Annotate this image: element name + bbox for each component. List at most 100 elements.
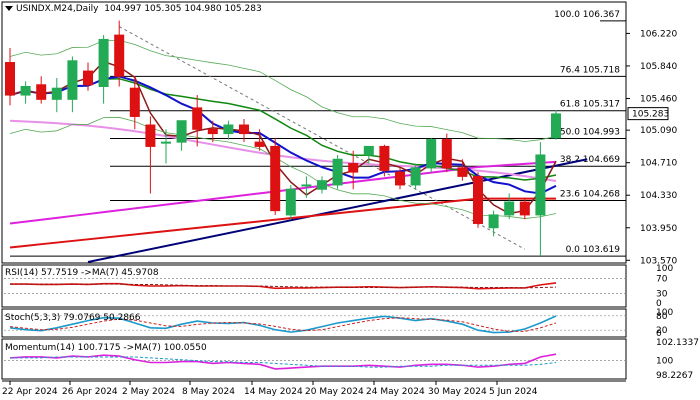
x-tick-label: 22 Apr 2024: [2, 387, 58, 397]
price-tick-label: 105.840: [640, 62, 677, 72]
indicator-tick-label: 70: [656, 274, 668, 284]
fib-level-label: 61.8 105.317: [560, 100, 620, 110]
stoch-label: Stoch(5,3,3) 79.0769 50.2866: [5, 313, 141, 323]
panel-frame-2: [1, 308, 627, 338]
trend-line-dashed: [118, 26, 526, 250]
indicator-tick-label: 0: [656, 329, 662, 339]
momentum-header: Momentum(14) 100.7175 ->MA(7) 100.0550: [5, 343, 207, 353]
candle-body: [98, 38, 109, 87]
ohlc-readout: 104.997 105.305 104.980 105.283: [104, 4, 262, 14]
candle-body: [473, 175, 483, 224]
panel-frames: [1, 1, 627, 382]
x-tick-label: 14 May 2024: [244, 387, 303, 397]
candle-body: [410, 167, 421, 186]
panel-frame-3: [1, 338, 627, 380]
candle-body: [5, 62, 15, 96]
fib-level-label: 100.0 106.367: [554, 10, 620, 20]
x-tick-label: 5 Jun 2024: [489, 387, 538, 397]
axes-labels: 106.220 105.840 105.460 105.090 104.710 104.3…: [2, 29, 677, 397]
rsi-label: RSI(14) 57.7519 ->MA(7) 45.9708: [5, 268, 159, 278]
indicator-line-2-1: [10, 356, 557, 368]
candle-body: [129, 87, 140, 117]
price-tick-label: 104.330: [640, 191, 677, 201]
candle-body: [504, 201, 515, 216]
indicator-line-2-0: [9, 353, 557, 370]
x-tick-label: 20 May 2024: [305, 387, 364, 397]
ma-red-line: [9, 197, 556, 249]
dropdown-triangle-icon[interactable]: [5, 6, 13, 11]
candle-body: [426, 139, 437, 169]
x-tick-label: 26 Apr 2024: [62, 387, 118, 397]
fib-level-label: 23.6 104.268: [560, 190, 620, 200]
stoch-header: Stoch(5,3,3) 79.0769 50.2866: [5, 313, 140, 323]
candle-body: [535, 154, 546, 216]
candle-body: [551, 113, 561, 139]
x-tick-label: 8 May 2024: [182, 387, 235, 397]
ma-green-line: [9, 78, 557, 181]
price-tick-label: 106.220: [640, 29, 677, 39]
candle-body: [285, 188, 296, 216]
candle-body: [317, 180, 327, 190]
indicator-tick-label: 80: [656, 312, 668, 322]
candle-body: [20, 85, 31, 96]
price-tick-label: 105.460: [640, 94, 677, 104]
price-tick-label: 104.710: [640, 159, 677, 169]
candle-body: [145, 124, 156, 147]
candle-body: [519, 201, 530, 216]
indicator-tick-label: 98.2267: [656, 371, 693, 381]
candle-body: [36, 84, 47, 100]
panel-frame-0: [1, 1, 627, 264]
moving-averages: [9, 26, 588, 263]
last-price-label: 105.283: [632, 110, 669, 120]
candles: [5, 20, 561, 257]
price-tick-label: 103.570: [640, 256, 677, 266]
candle-body: [363, 145, 374, 156]
candle-body: [270, 145, 281, 212]
symbol-label: USINDX.M24,Daily: [16, 4, 99, 14]
candle-body: [379, 145, 390, 171]
candle-body: [348, 163, 359, 173]
band-lower-line: [9, 116, 557, 219]
candle-body: [83, 70, 93, 86]
candle-body: [457, 167, 468, 177]
candle-body: [332, 158, 343, 186]
trend-line-rising: [87, 158, 588, 263]
x-tick-label: 30 May 2024: [428, 387, 487, 397]
indicator-tick-label: 102.1337: [656, 338, 699, 348]
price-tick-label: 103.950: [640, 224, 677, 234]
x-tick-label: 24 May 2024: [366, 387, 425, 397]
candle-body: [67, 60, 78, 100]
last-price-box: [627, 107, 669, 121]
candle-body: [207, 128, 218, 135]
candle-body: [176, 120, 187, 143]
price-tick-label: 105.090: [640, 126, 677, 136]
indicator-line-0-1: [10, 283, 557, 289]
indicator-tick-label: 100: [656, 308, 673, 318]
indicator-tick-label: 0: [656, 299, 662, 309]
x-tick-label: 2 May 2024: [122, 387, 175, 397]
indicator-tick-label: 100: [656, 264, 673, 274]
candle-body: [223, 124, 234, 135]
instrument-header: USINDX.M24,Daily 104.997 105.305 104.980…: [5, 4, 262, 14]
candle-body: [395, 171, 405, 186]
fib-level-label: 76.4 105.718: [560, 65, 620, 75]
panel-frame-1: [1, 264, 627, 308]
indicator-line-1-0: [9, 315, 557, 334]
fib-level-label: 50.0 104.993: [560, 127, 620, 137]
fib-level-label: 0.0 103.619: [566, 245, 621, 255]
candle-body: [488, 214, 499, 229]
candle-body: [161, 141, 171, 144]
candle-body: [441, 139, 452, 169]
candle-body: [301, 184, 312, 187]
candle-body: [114, 34, 125, 77]
candle-body: [254, 141, 265, 147]
indicator-tick-label: 100: [656, 357, 673, 367]
indicator-line-1-1: [9, 317, 557, 332]
candle-body: [51, 87, 62, 100]
candle-body: [192, 107, 203, 130]
fib-level-label: 38.2 104.669: [560, 155, 620, 165]
rsi-header: RSI(14) 57.7519 ->MA(7) 45.9708: [5, 268, 159, 278]
